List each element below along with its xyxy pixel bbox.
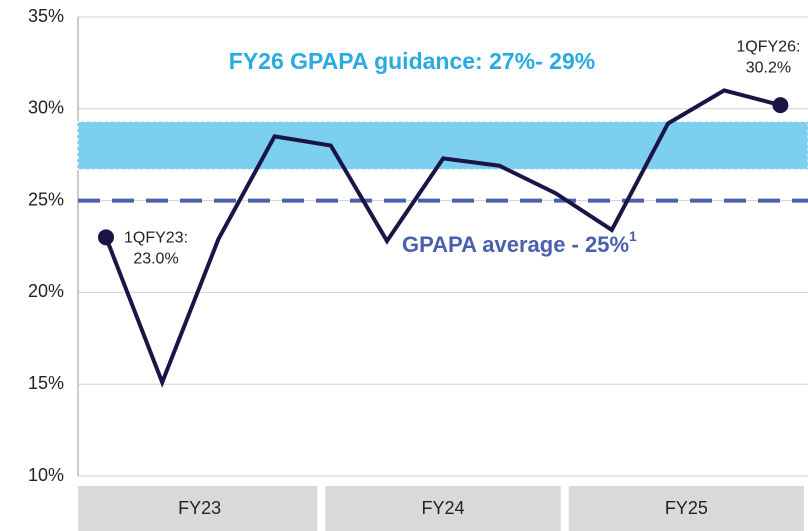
- y-tick-label: 10%: [28, 465, 64, 485]
- footnote-mark: 1: [629, 228, 637, 244]
- average-label: GPAPA average - 25%1: [402, 228, 637, 257]
- y-tick-label: 20%: [28, 281, 64, 301]
- y-tick-label: 35%: [28, 6, 64, 26]
- group-band: [78, 486, 318, 531]
- group-band: [568, 486, 804, 531]
- y-tick-label: 15%: [28, 373, 64, 393]
- group-band: [325, 486, 561, 531]
- x-group-label: FY23: [178, 498, 221, 518]
- x-group-label: FY25: [665, 498, 708, 518]
- annotation-label: 1QFY23:: [124, 230, 188, 247]
- point-marker: [98, 229, 114, 246]
- annotation-label: 23.0%: [133, 251, 178, 268]
- guidance-band: [77, 121, 808, 170]
- average-label-text: GPAPA average - 25%: [402, 232, 629, 257]
- line: [104, 88, 781, 388]
- y-tick-label: 30%: [28, 98, 64, 118]
- point-marker: [772, 97, 789, 114]
- y-tick-label: 25%: [28, 189, 64, 209]
- annotation-label: 30.2%: [746, 59, 791, 76]
- guidance-label: FY26 GPAPA guidance: 27%- 29%: [229, 48, 595, 74]
- x-group-label: FY24: [421, 498, 464, 518]
- annotation-label: 1QFY26:: [736, 38, 800, 55]
